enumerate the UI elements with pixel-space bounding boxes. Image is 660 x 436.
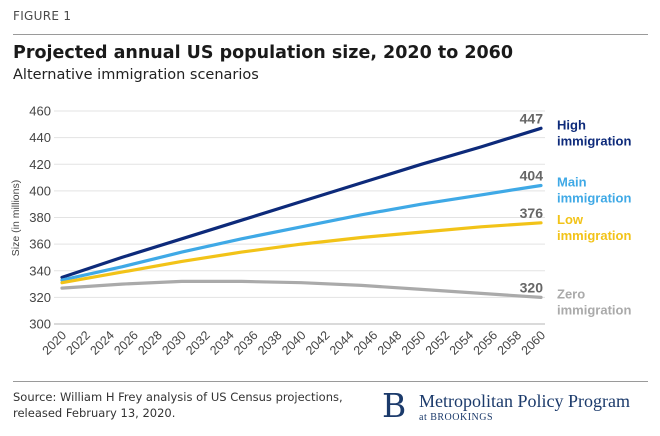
y-axis-ticks: 300 320 340 360 380 400 420 440 460 — [29, 104, 51, 332]
series-line-high-immigration — [60, 126, 543, 279]
legend-entry: High immigration — [557, 117, 631, 148]
x-tick-label: 2030 — [159, 328, 189, 358]
legend-entry: Zero immigration — [557, 286, 631, 317]
end-label: 376 — [520, 205, 544, 221]
legend-entry-line: immigration — [557, 228, 631, 243]
top-divider — [13, 34, 648, 35]
legend-entry-line: High — [557, 117, 586, 132]
brookings-logo-mark: B — [382, 386, 407, 425]
x-tick-label: 2046 — [351, 328, 381, 358]
legend-entry-line: immigration — [557, 133, 631, 148]
y-tick-label: 400 — [29, 183, 51, 198]
x-tick-label: 2044 — [327, 328, 357, 358]
x-tick-label: 2054 — [447, 328, 477, 358]
y-tick-label: 340 — [29, 263, 51, 278]
y-tick-label: 300 — [29, 317, 51, 332]
legend-entry-line: Zero — [557, 286, 585, 301]
x-tick-label: 2056 — [471, 328, 501, 358]
x-tick-label: 2036 — [231, 328, 261, 358]
bottom-divider — [13, 381, 648, 382]
y-tick-label: 380 — [29, 210, 51, 225]
x-tick-label: 2038 — [255, 328, 285, 358]
y-axis-label: Size (in millions) — [10, 180, 22, 256]
legend-entry-line: immigration — [557, 302, 631, 317]
x-tick-label: 2050 — [399, 328, 429, 358]
figure-label: FIGURE 1 — [13, 9, 72, 23]
legend-entry-line: immigration — [557, 191, 631, 206]
legend-entry: Main immigration — [557, 175, 631, 206]
y-tick-label: 460 — [29, 104, 51, 119]
program-name: Metropolitan Policy Program — [419, 391, 630, 411]
gridlines — [54, 110, 545, 325]
x-tick-label: 2024 — [87, 328, 117, 358]
end-label: 404 — [520, 168, 544, 184]
legend-entry-line: Main — [557, 175, 587, 190]
chart-title: Projected annual US population size, 202… — [13, 43, 514, 63]
line-chart: 300 320 340 360 380 400 420 440 460 202020222024… — [10, 104, 631, 358]
x-tick-label: 2058 — [495, 328, 525, 358]
x-tick-label: 2060 — [519, 328, 549, 358]
series-line-zero-immigration — [60, 279, 543, 299]
y-tick-label: 440 — [29, 130, 51, 145]
program-affiliation: at BROOKINGS — [419, 412, 493, 423]
x-tick-label: 2032 — [183, 328, 213, 358]
y-tick-label: 420 — [29, 157, 51, 172]
x-tick-label: 2034 — [207, 328, 237, 358]
end-label: 320 — [520, 279, 544, 295]
series-line-main-immigration — [60, 183, 543, 282]
x-axis-ticks: 2020202220242026202820302032203420362038… — [40, 328, 549, 358]
affiliation-prefix: at — [419, 412, 428, 423]
source-note: Source: William H Frey analysis of US Ce… — [13, 390, 343, 420]
legend-entry: Low immigration — [557, 212, 631, 243]
series-line-low-immigration — [60, 221, 543, 285]
chart-subtitle: Alternative immigration scenarios — [13, 67, 259, 83]
affiliation-name: BROOKINGS — [430, 412, 494, 423]
legend-entry-line: Low — [557, 212, 584, 227]
end-label: 447 — [520, 110, 544, 126]
y-tick-label: 320 — [29, 290, 51, 305]
end-labels: 447 404 376 320 — [520, 110, 544, 295]
x-tick-label: 2040 — [279, 328, 309, 358]
series-lines — [60, 126, 543, 299]
x-tick-label: 2028 — [135, 328, 165, 358]
y-tick-label: 360 — [29, 237, 51, 252]
x-tick-label: 2020 — [40, 328, 70, 358]
x-tick-label: 2052 — [423, 328, 453, 358]
x-tick-label: 2026 — [111, 328, 141, 358]
x-tick-label: 2022 — [64, 328, 94, 358]
x-tick-label: 2042 — [303, 328, 333, 358]
x-tick-label: 2048 — [375, 328, 405, 358]
